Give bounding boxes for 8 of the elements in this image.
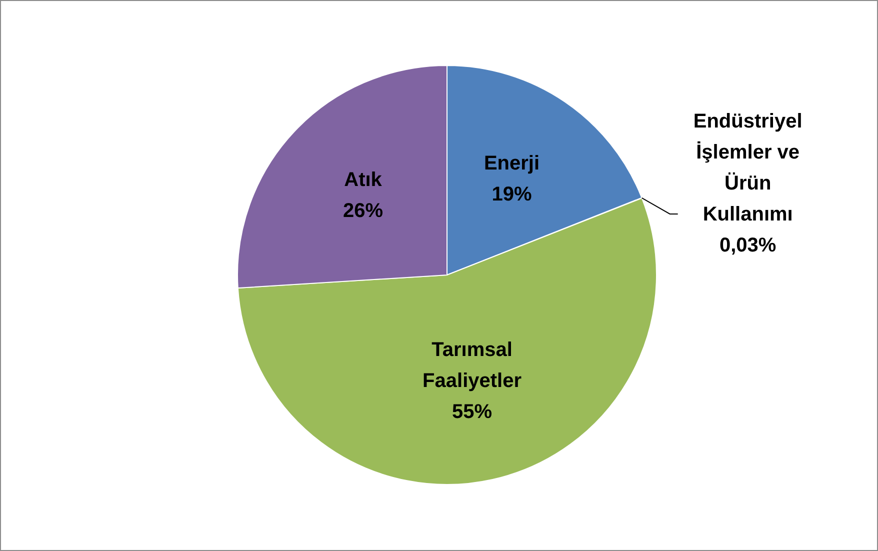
data-label: 19% [492,184,532,206]
data-label: 26% [343,200,384,222]
slice-label: Tarımsal Faaliyetler [422,338,522,392]
data-label: 55% [452,400,492,423]
data-label: 0,03% [719,234,776,257]
slice-label: Endüstriyel İşlemler ve Ürün Kullanımı [693,110,802,226]
slice-label: Atık [344,169,383,192]
slice-label: Enerji [484,152,540,175]
